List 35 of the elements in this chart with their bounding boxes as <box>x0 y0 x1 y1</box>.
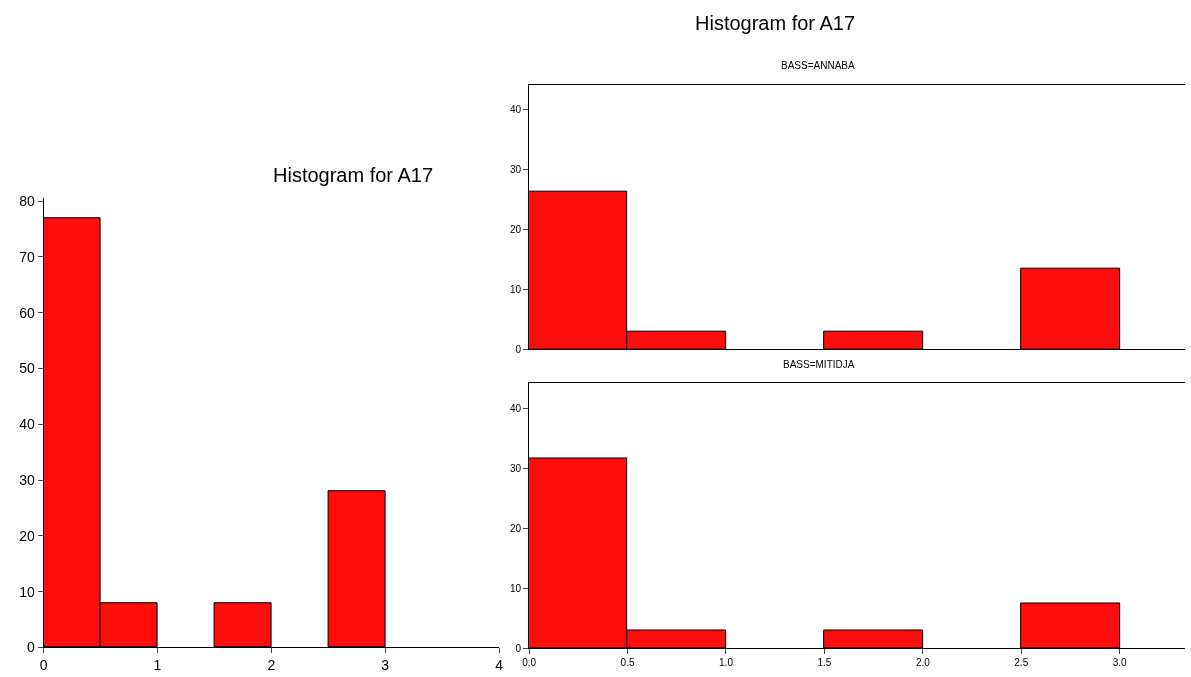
x-tick-label: 2.0 <box>915 657 931 669</box>
x-tick-label: 0.0 <box>522 657 537 669</box>
y-tick-label: 0 <box>515 343 522 355</box>
y-tick-label: 40 <box>19 416 35 433</box>
x-tick-label: 3.0 <box>1112 657 1128 669</box>
chart-subtitle: BASS=MITIDJA <box>783 359 855 370</box>
x-tick-label: 1 <box>153 657 162 674</box>
y-tick-label: 20 <box>510 522 522 534</box>
y-tick-label: 80 <box>19 192 35 209</box>
y-tick-label: 10 <box>510 582 522 594</box>
y-tick-label: 50 <box>19 360 35 377</box>
x-tick-label: 0.5 <box>620 657 635 669</box>
chart-subtitle: BASS=ANNABA <box>781 60 855 71</box>
y-tick-label: 30 <box>510 163 522 175</box>
chart-title: Histogram for A17 <box>695 12 856 34</box>
x-tick-label: 3 <box>381 657 390 674</box>
y-tick-label: 70 <box>19 248 35 265</box>
y-tick-label: 30 <box>510 462 522 474</box>
x-tick-label: 4 <box>495 657 504 674</box>
y-tick-label: 20 <box>510 223 522 235</box>
y-tick-label: 60 <box>19 304 35 321</box>
x-tick-label: 2.5 <box>1014 657 1029 669</box>
x-tick-label: 0 <box>39 657 48 674</box>
y-tick-label: 10 <box>19 583 35 600</box>
x-tick-label: 2 <box>267 657 276 674</box>
chart-title: Histogram for A17 <box>273 164 434 186</box>
y-tick-label: 0 <box>515 642 522 654</box>
y-tick-label: 10 <box>510 283 522 295</box>
y-tick-label: 40 <box>510 103 522 115</box>
x-tick-label: 1.0 <box>719 657 734 669</box>
y-tick-label: 0 <box>26 639 35 656</box>
y-tick-label: 40 <box>510 402 522 414</box>
y-tick-label: 30 <box>19 471 35 488</box>
x-tick-label: 1.5 <box>817 657 832 669</box>
y-tick-label: 20 <box>19 527 35 544</box>
